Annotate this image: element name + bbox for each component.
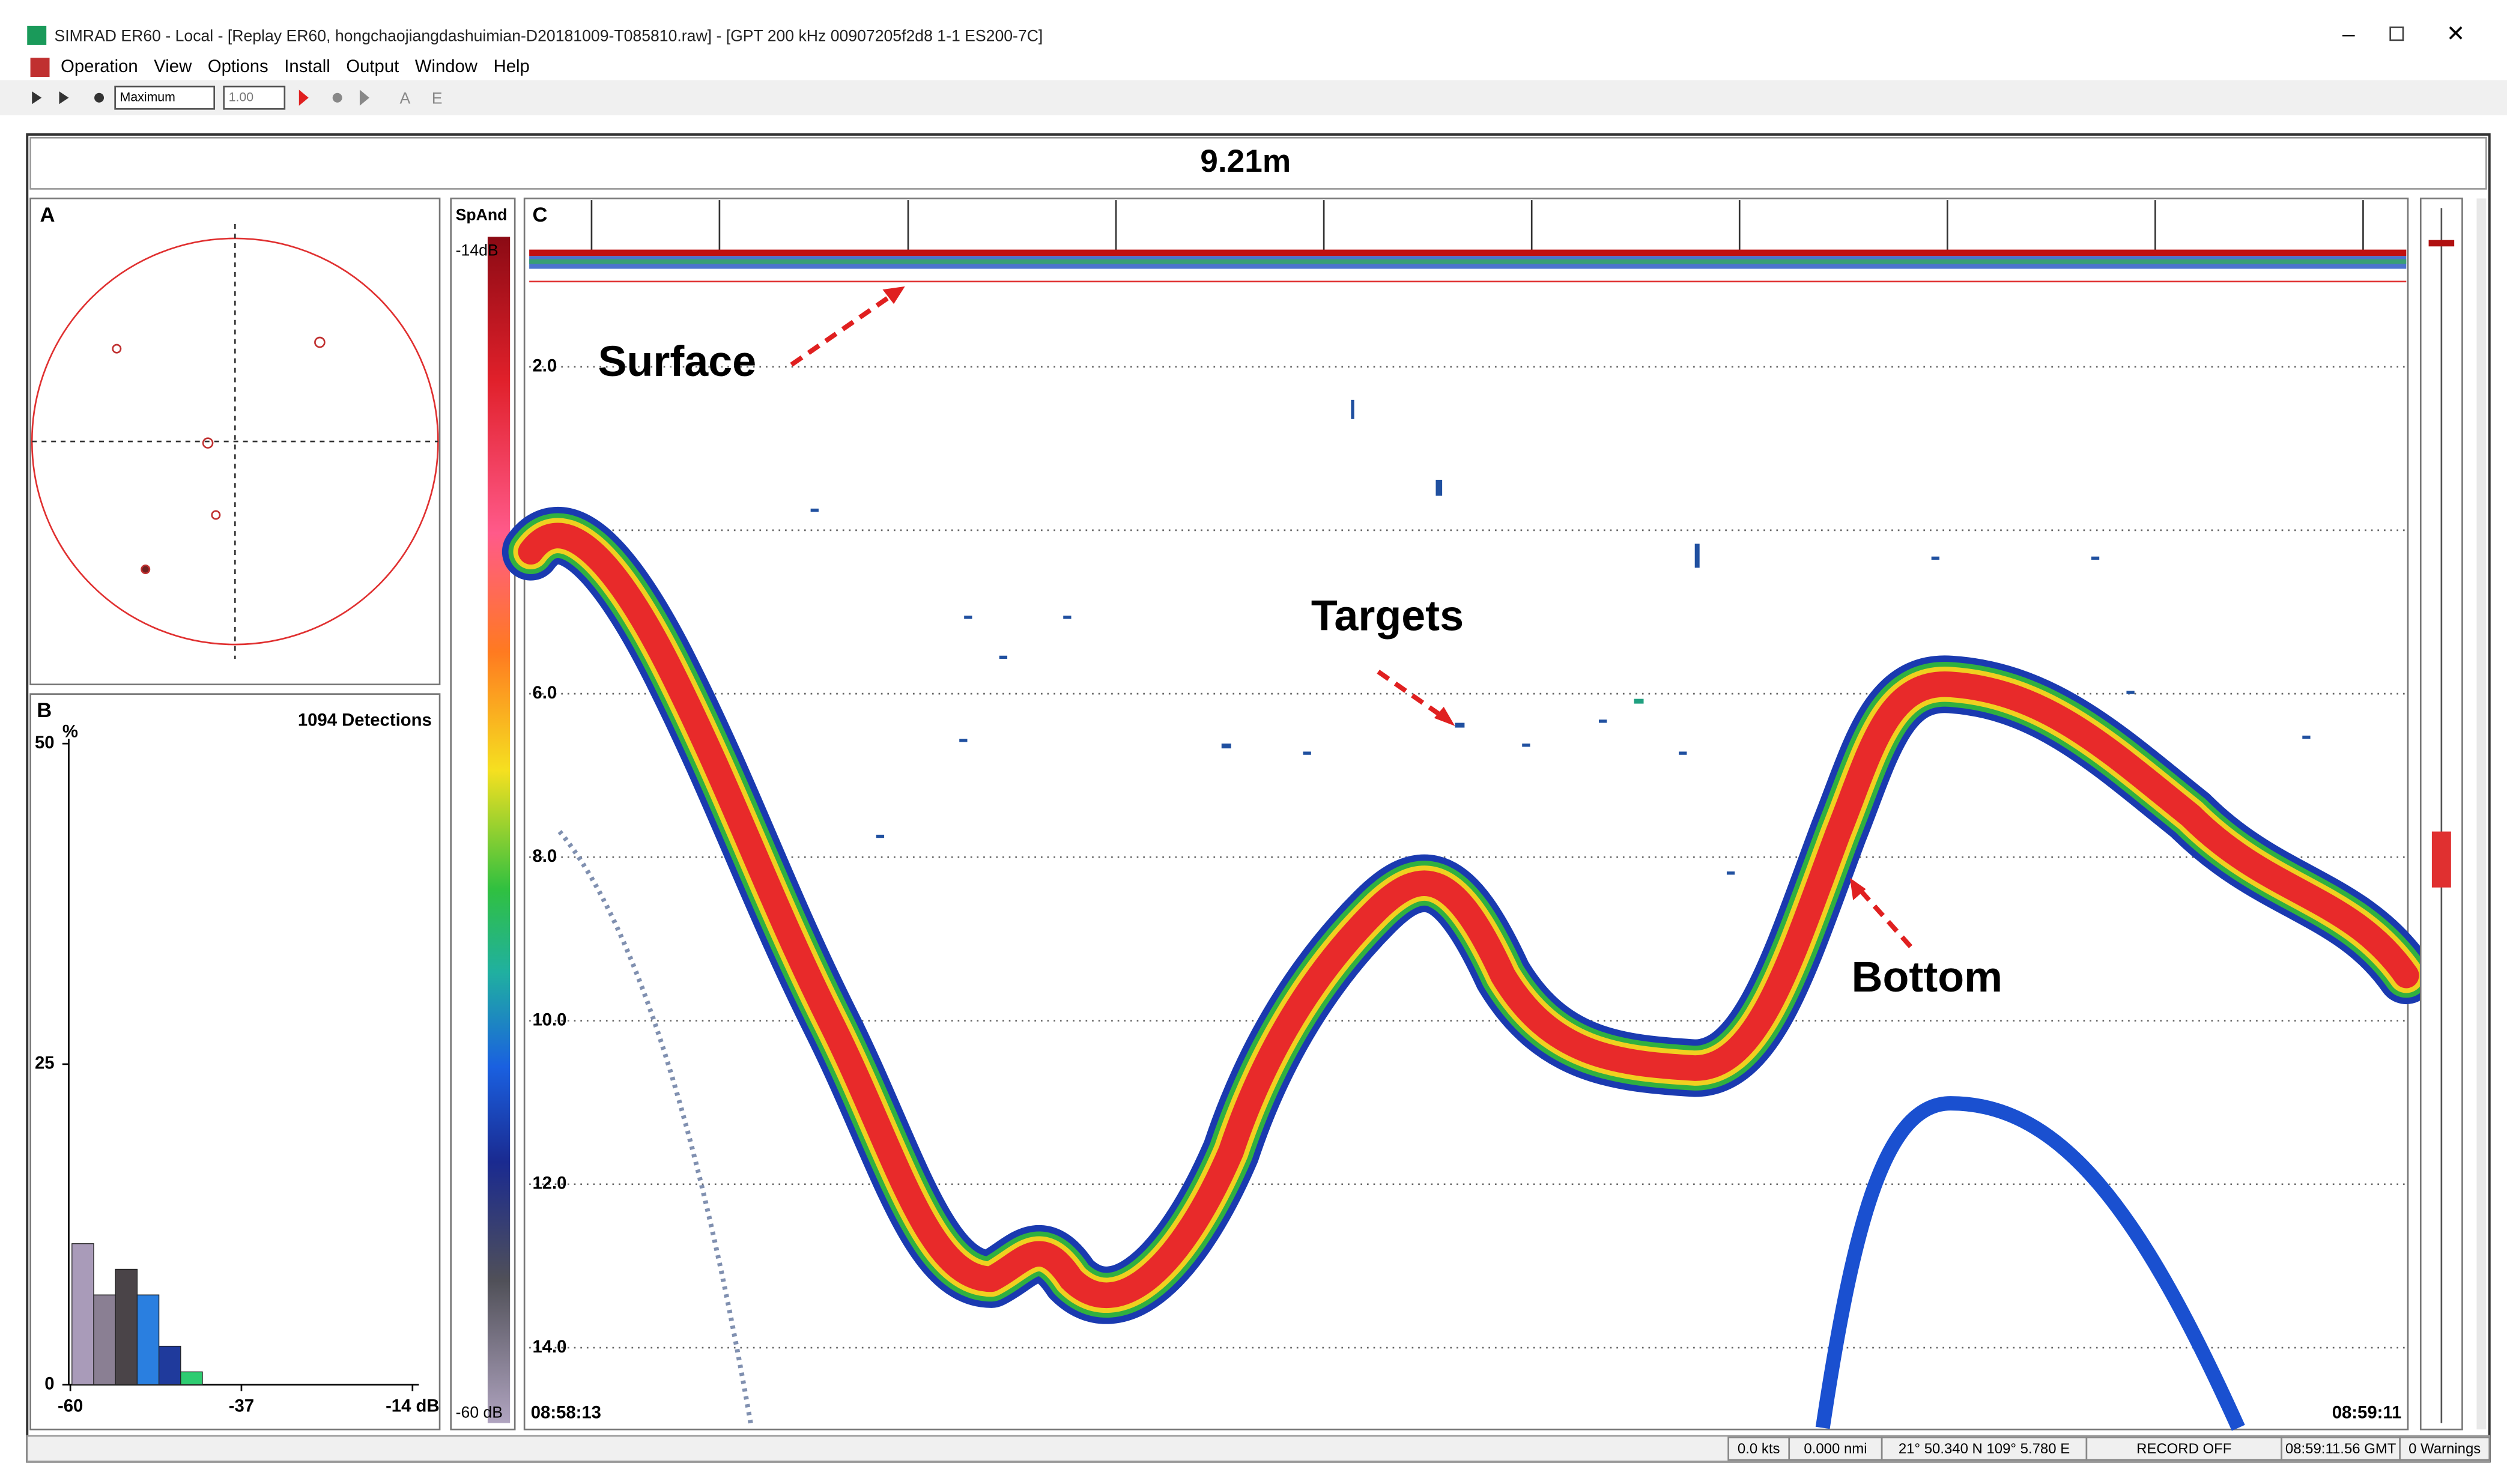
status-cell [2085, 1437, 2282, 1461]
time-end: 08:59:11 [2332, 1402, 2402, 1422]
speed-input[interactable] [223, 85, 286, 110]
second-echo [1815, 1096, 2245, 1431]
depth-readout: 9.21m [1200, 144, 1291, 179]
title-bar [0, 0, 2507, 55]
bar [180, 1371, 203, 1386]
play-red[interactable] [299, 89, 309, 106]
y-tick-label: 0 [44, 1373, 54, 1393]
bar [136, 1294, 160, 1386]
app-icon [27, 25, 47, 45]
surface-noise [529, 259, 2407, 264]
status-fields: 0.0 kts 0.000 nmi 21° 50.340 N 109° 5.780 … [1727, 1437, 2491, 1461]
panel-label: A [40, 204, 55, 226]
status-text: 0.000 nmi [1804, 1441, 1867, 1457]
window-title: SIMRAD ER60 - Local - [Replay ER60, hong… [55, 27, 1043, 45]
arrow-heads [882, 286, 1866, 901]
restore[interactable] [2389, 26, 2404, 41]
status-text: 0.0 kts [1738, 1441, 1780, 1457]
x-tick-label: -60 [58, 1396, 83, 1416]
status-cell [1788, 1437, 1883, 1461]
status-text: 21° 50.340 N 109° 5.780 E [1899, 1441, 2070, 1457]
depth-bar [29, 136, 2487, 190]
status-text: RECORD OFF [2136, 1441, 2231, 1457]
bar [158, 1345, 181, 1386]
menu-item[interactable]: Output [346, 56, 399, 76]
faint-echo [557, 830, 754, 1429]
btn-e[interactable]: E [432, 89, 443, 107]
btn[interactable] [359, 89, 369, 106]
play-buttons[interactable] [32, 91, 69, 104]
color-scale [487, 237, 511, 1423]
status-text: 08:59:11.56 GMT [2285, 1441, 2396, 1457]
menu-item[interactable]: Operation [61, 56, 138, 76]
menu-icon [30, 58, 50, 77]
y-tick-label: 25 [35, 1053, 55, 1073]
y-tick-label: 10.0 [532, 1010, 566, 1029]
y-tick-label: 50 [35, 733, 55, 753]
menu-item[interactable]: Options [208, 56, 268, 76]
echogram [523, 198, 2409, 1431]
ping-ticks [590, 200, 2364, 253]
y-tick-label: 8.0 [532, 846, 557, 866]
mode-select[interactable] [114, 85, 216, 110]
y-tick-label: 12.0 [532, 1174, 566, 1193]
mode-text: Maximum [120, 89, 175, 104]
histogram: 0 25 50 -60 -37 -14 dB [35, 733, 440, 1416]
panel-label: C [532, 204, 547, 226]
annotation: Surface [598, 338, 757, 386]
btn-a[interactable]: A [399, 89, 410, 107]
menu-item[interactable]: Window [415, 56, 478, 76]
toolbar [0, 80, 2507, 115]
detections: 1094 Detections [298, 710, 432, 730]
target-positions [112, 336, 326, 574]
surface-line [529, 249, 2407, 256]
x-tick-label: -37 [229, 1396, 254, 1416]
bottom-marker[interactable] [2431, 831, 2451, 888]
x-tick-label: -14 dB [386, 1396, 439, 1416]
bar [93, 1294, 116, 1386]
minimize[interactable]: – [2342, 21, 2355, 46]
close[interactable]: ✕ [2446, 21, 2465, 46]
surface-marker [2428, 240, 2455, 247]
y-tick-label: 14.0 [532, 1337, 566, 1357]
status-cell [2399, 1437, 2491, 1461]
scale-name: SpAnd [456, 206, 508, 224]
scale-min: -60 dB [456, 1404, 503, 1422]
speed-text: 1.00 [229, 89, 253, 104]
single-targets [810, 399, 2311, 875]
annotation: Bottom [1852, 953, 2002, 1001]
menu-item[interactable]: Help [494, 56, 530, 76]
bottom-echo [502, 507, 2436, 1324]
bar [71, 1243, 94, 1386]
record-button[interactable] [94, 92, 105, 103]
status-text: 0 Warnings [2408, 1441, 2481, 1457]
depth-grid: 2.04.06.08.010.012.014.0 [529, 356, 2407, 1357]
bar [115, 1268, 138, 1386]
status-cell [1881, 1437, 2088, 1461]
menu-bar: Operation View Options Install Output Window H… [30, 56, 530, 77]
y-tick-label: 6.0 [532, 683, 557, 703]
scale-max: -14dB [456, 241, 499, 259]
menu-item[interactable]: Install [284, 56, 330, 76]
menu-item[interactable]: View [154, 56, 192, 76]
annotation: Targets [1311, 592, 1464, 640]
panel-label: B [37, 699, 52, 722]
y-unit: % [62, 721, 78, 741]
status-cell [2281, 1437, 2401, 1461]
time-start: 08:58:13 [531, 1402, 601, 1422]
btn[interactable] [332, 92, 342, 103]
scrollbar[interactable] [2476, 198, 2487, 1430]
y-tick-label: 2.0 [532, 356, 557, 375]
annotation-arrows [790, 291, 1913, 948]
